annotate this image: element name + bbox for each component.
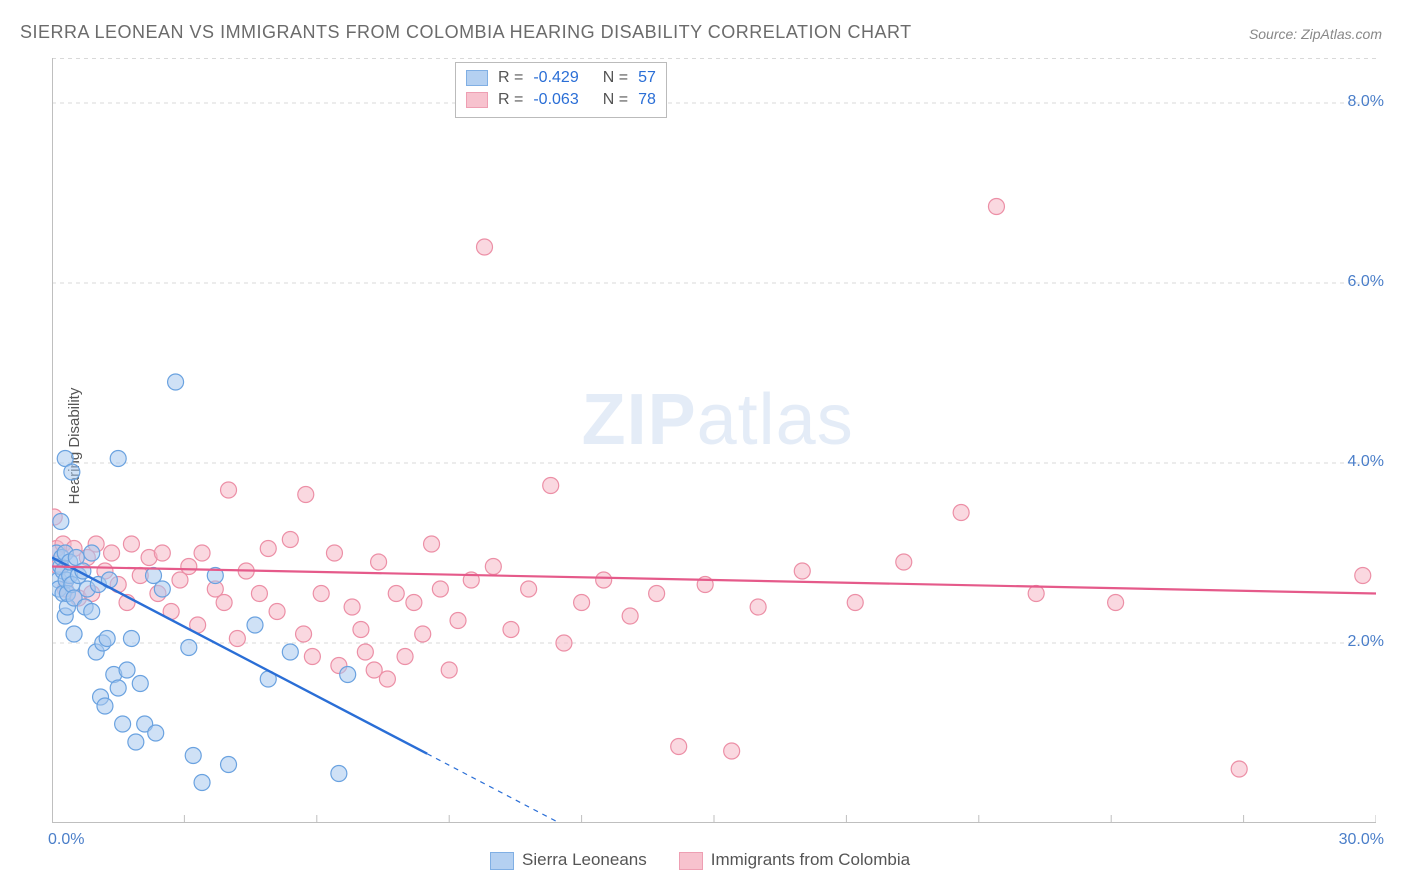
chart-title: SIERRA LEONEAN VS IMMIGRANTS FROM COLOMB… [20, 22, 912, 43]
stats-r-value: -0.063 [533, 89, 578, 111]
legend-swatch [466, 92, 488, 108]
y-tick-label: 8.0% [1348, 93, 1384, 111]
chart-container: SIERRA LEONEAN VS IMMIGRANTS FROM COLOMB… [0, 0, 1406, 892]
legend-swatch [466, 70, 488, 86]
y-tick-label: 6.0% [1348, 273, 1384, 291]
stats-n-label: N = [603, 67, 628, 89]
stats-r-value: -0.429 [533, 67, 578, 89]
legend-label: Immigrants from Colombia [711, 850, 910, 869]
stats-row-colombia: R = -0.063 N = 78 [466, 89, 656, 111]
legend-item-colombia: Immigrants from Colombia [679, 850, 910, 870]
source-label: Source: ZipAtlas.com [1249, 26, 1382, 42]
stats-r-label: R = [498, 67, 523, 89]
legend-item-sierra: Sierra Leoneans [490, 850, 647, 870]
legend-label: Sierra Leoneans [522, 850, 647, 869]
x-start-label: 0.0% [48, 831, 84, 849]
stats-n-label: N = [603, 89, 628, 111]
x-end-label: 30.0% [1339, 831, 1384, 849]
series-legend: Sierra Leoneans Immigrants from Colombia [490, 850, 910, 870]
scatter-plot [52, 58, 1376, 823]
legend-swatch [490, 852, 514, 870]
stats-n-value: 57 [638, 67, 656, 89]
stats-n-value: 78 [638, 89, 656, 111]
y-tick-label: 4.0% [1348, 453, 1384, 471]
stats-r-label: R = [498, 89, 523, 111]
legend-swatch [679, 852, 703, 870]
stats-legend-box: R = -0.429 N = 57 R = -0.063 N = 78 [455, 62, 667, 118]
stats-row-sierra: R = -0.429 N = 57 [466, 67, 656, 89]
y-tick-label: 2.0% [1348, 633, 1384, 651]
